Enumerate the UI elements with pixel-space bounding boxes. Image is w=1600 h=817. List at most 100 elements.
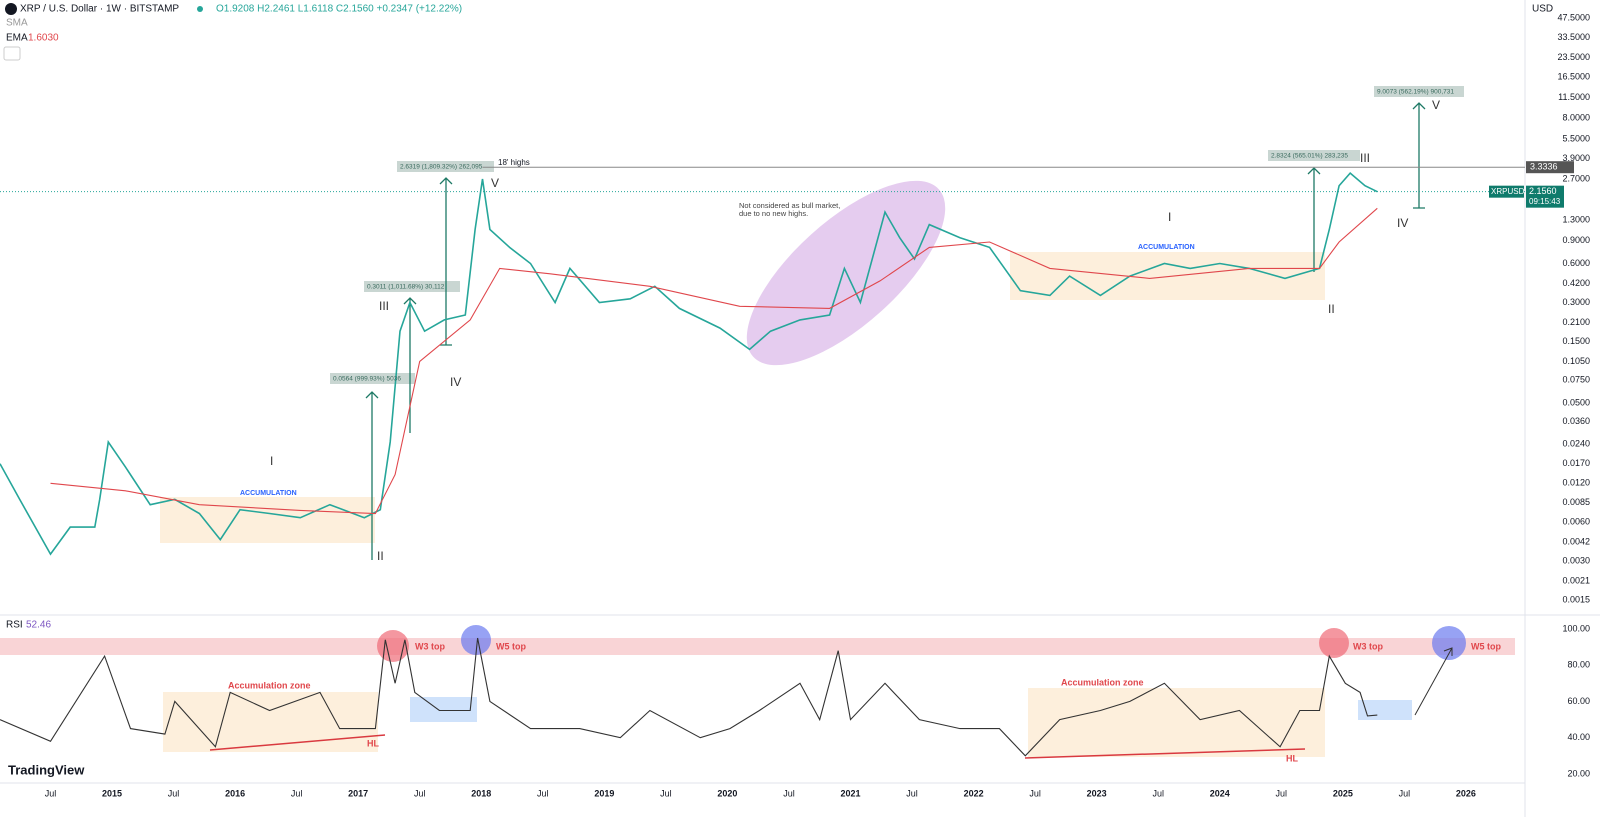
x-tick-label: 2021: [840, 788, 860, 798]
ema-value: 1.6030: [28, 33, 59, 44]
x-tick-label: Jul: [1276, 788, 1288, 798]
y-tick-label: 0.4200: [1562, 278, 1590, 288]
price-tag: [1526, 185, 1564, 208]
symbol-title: XRP / U.S. Dollar · 1W · BITSTAMP: [20, 4, 179, 15]
y-tick-label: 0.1050: [1562, 356, 1590, 366]
series-line: [50, 207, 1378, 515]
wave-label: IV: [1397, 216, 1408, 230]
y-tick-label: 0.2100: [1562, 317, 1590, 327]
y-tick-label: 0.0042: [1562, 537, 1590, 547]
measure-label: 0.0564 (999.93%) 5036: [333, 376, 401, 383]
y-tick-label: 0.0170: [1562, 458, 1590, 468]
symbol-tag: [1489, 185, 1524, 198]
measure-label: 0.3011 (1,011.68%) 30,112: [367, 284, 445, 291]
wave-label: III: [379, 299, 389, 313]
x-tick-label: Jul: [168, 788, 180, 798]
y-tick-label: 0.0030: [1562, 556, 1590, 566]
y-tick-label: 20.00: [1567, 768, 1590, 778]
ohlc: O1.9208 H2.2461 L1.6118 C2.1560 +0.2347 …: [216, 4, 462, 15]
x-tick-label: Jul: [45, 788, 57, 798]
ema-label: EMA: [6, 33, 28, 44]
countdown: 09:15:43: [1529, 197, 1561, 206]
x-tick-label: 2024: [1210, 788, 1230, 798]
y-tick-label: 2.7000: [1562, 173, 1590, 183]
x-tick-label: 2015: [102, 788, 122, 798]
wave-label: V: [1432, 98, 1440, 112]
y-tick-label: 47.5000: [1557, 12, 1590, 22]
annotation: Not considered as bull market,: [739, 201, 840, 210]
x-tick-label: 2023: [1087, 788, 1107, 798]
measure-box: [1268, 150, 1360, 161]
annotation: W3 top: [1353, 641, 1383, 651]
collapse-button[interactable]: [3, 46, 21, 61]
range-box: [410, 697, 477, 722]
y-tick-label: 11.5000: [1558, 92, 1590, 102]
x-tick-label: Jul: [660, 788, 672, 798]
hl-line: [209, 734, 386, 751]
sma-label: SMA: [6, 18, 28, 29]
measure-label: 9.0073 (562.19%) 900,731: [1377, 89, 1454, 96]
annotation: ACCUMULATION: [240, 490, 297, 497]
status-dot: [197, 6, 203, 12]
y-tick-label: 0.0060: [1562, 517, 1590, 527]
y-tick-label: 1.3000: [1562, 214, 1590, 224]
accumulation-box: [1028, 688, 1325, 757]
price-tag-label: 2.1560: [1529, 186, 1557, 196]
measure-box: [364, 281, 460, 292]
top-circle: [377, 630, 409, 662]
top-circle: [1432, 626, 1466, 660]
measure-box: [330, 373, 415, 384]
annotation: HL: [367, 738, 379, 748]
y-tick-label: 0.0021: [1562, 576, 1590, 586]
y-tick-label: 0.0015: [1562, 594, 1590, 604]
rsi-value: 52.46: [26, 620, 51, 631]
x-tick-label: Jul: [291, 788, 303, 798]
currency[interactable]: USD: [1532, 4, 1553, 15]
x-tick-label: 2018: [471, 788, 491, 798]
y-tick-label: 8.0000: [1562, 112, 1590, 122]
x-tick-label: 2025: [1333, 788, 1353, 798]
y-tick-label: 40.00: [1567, 732, 1590, 742]
x-tick-label: 2017: [348, 788, 368, 798]
plot: 47.5000 33.5000 23.5000 16.5000 11.5000 8.000…: [0, 12, 1590, 798]
x-tick-label: 2020: [717, 788, 737, 798]
wave-label: I: [1168, 210, 1171, 224]
y-tick-label: 0.3000: [1562, 297, 1590, 307]
y-tick-label: 0.0360: [1562, 416, 1590, 426]
x-tick-label: Jul: [1152, 788, 1164, 798]
level-tag: [1526, 161, 1574, 174]
wave-label: IV: [450, 375, 461, 389]
x-tick-label: Jul: [537, 788, 549, 798]
y-tick-label: 0.0120: [1562, 478, 1590, 488]
y-tick-label: 80.00: [1567, 660, 1590, 670]
wave-label: II: [377, 549, 384, 563]
y-tick-label: 16.5000: [1557, 72, 1590, 82]
x-tick-label: Jul: [783, 788, 795, 798]
annotation: due to no new highs.: [739, 209, 808, 218]
rsi-label: RSI: [6, 620, 23, 631]
annotation: Accumulation zone: [228, 680, 311, 690]
annotation: HL: [1286, 753, 1298, 763]
wave-label: I: [270, 454, 273, 468]
measure-box: [397, 161, 494, 172]
x-tick-label: Jul: [414, 788, 426, 798]
y-tick-label: 33.5000: [1557, 32, 1590, 42]
accumulation-box: [163, 692, 378, 752]
logo: TradingView: [8, 762, 85, 777]
x-tick-label: 2019: [594, 788, 614, 798]
series-line: [0, 171, 1378, 556]
wave-label: V: [491, 176, 499, 190]
forecast-arrow: [1414, 647, 1453, 716]
accumulation-box: [1010, 252, 1325, 300]
symbol-tag-label: XRPUSD: [1491, 187, 1525, 196]
y-tick-label: 0.0500: [1562, 397, 1590, 407]
top-circle: [1319, 628, 1349, 658]
accumulation-box: [160, 497, 375, 543]
x-tick-label: 2026: [1456, 788, 1476, 798]
y-tick-label: 5.5000: [1562, 133, 1590, 143]
wave-label: III: [1360, 151, 1370, 165]
measure-arrows: [365, 102, 1426, 560]
y-tick-label: 100.00: [1562, 623, 1590, 633]
